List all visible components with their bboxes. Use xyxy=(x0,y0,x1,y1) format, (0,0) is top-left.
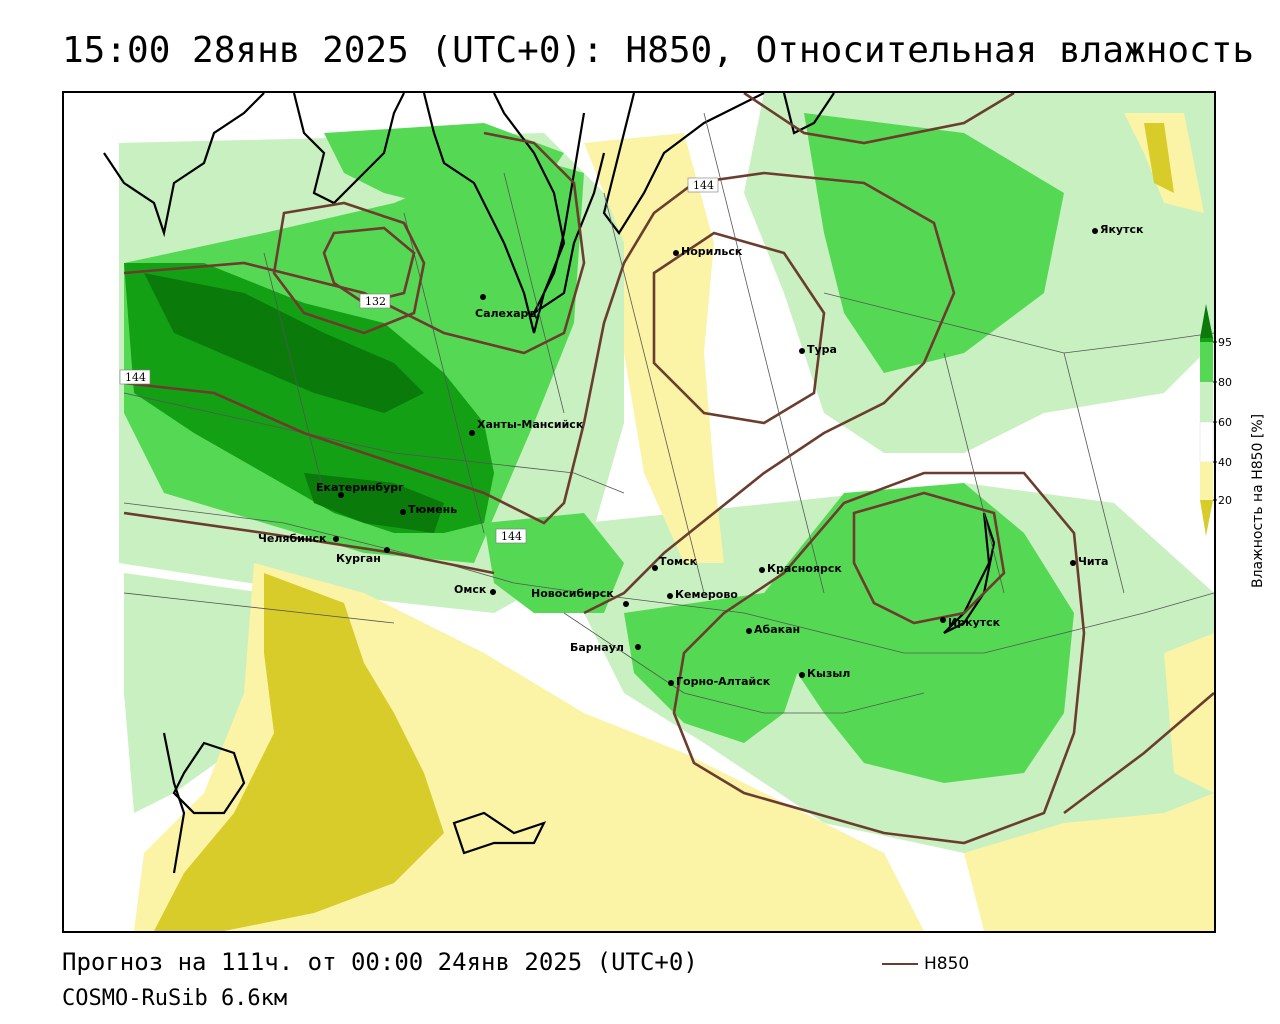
city-label: Томск xyxy=(659,555,698,568)
weather-map: 144 132 144 144 Салехард Норильск Якутск… xyxy=(62,91,1216,933)
legend-arrow-bottom xyxy=(1200,500,1213,536)
legend-tick: 60 xyxy=(1218,416,1232,429)
city-marker xyxy=(333,536,339,542)
legend-swatch-neutral xyxy=(1199,421,1214,463)
isoline-label: 144 xyxy=(693,179,714,192)
legend-swatch-wet xyxy=(1200,342,1213,382)
city-marker xyxy=(490,589,496,595)
city-label: Барнаул xyxy=(570,641,624,654)
legend-arrow-top xyxy=(1200,304,1213,338)
city-label: Чита xyxy=(1078,555,1108,568)
humidity-zone-wet-east xyxy=(804,113,1064,373)
humidity-zone-wet-southeast xyxy=(764,483,1074,783)
city-marker xyxy=(799,672,805,678)
humidity-map-canvas: 144 132 144 144 Салехард Норильск Якутск… xyxy=(64,93,1214,931)
city-marker xyxy=(746,628,752,634)
city-marker xyxy=(1070,560,1076,566)
city-marker xyxy=(668,680,674,686)
legend-title: Влажность на H850 [%] xyxy=(1250,413,1266,588)
city-label: Екатеринбург xyxy=(316,481,404,494)
city-label: Тура xyxy=(807,343,837,356)
isoline-label: 132 xyxy=(365,295,386,308)
humidity-zone-very-dry xyxy=(154,573,444,931)
legend-tick: 95 xyxy=(1218,336,1232,349)
contour-legend-label: H850 xyxy=(924,954,970,974)
legend-colorbar: 95 80 60 40 20 xyxy=(1199,304,1232,536)
city-label: Ханты-Мансийск xyxy=(477,418,584,431)
city-label: Новосибирск xyxy=(531,587,614,600)
city-label: Челябинск xyxy=(258,532,327,545)
forecast-info: Прогноз на 111ч. от 00:00 24янв 2025 (UT… xyxy=(62,948,698,976)
city-marker xyxy=(759,567,765,573)
city-label: Иркутск xyxy=(948,616,1001,629)
city-marker xyxy=(623,601,629,607)
legend-tick: 20 xyxy=(1218,494,1232,507)
city-label: Тюмень xyxy=(408,503,457,516)
city-label: Кызыл xyxy=(807,667,850,680)
city-marker xyxy=(635,644,641,650)
city-label: Салехард xyxy=(475,307,537,320)
city-marker xyxy=(480,294,486,300)
contour-legend: H850 xyxy=(882,954,969,974)
city-label: Якутск xyxy=(1100,223,1144,236)
city-marker xyxy=(469,430,475,436)
city-label: Горно-Алтайск xyxy=(676,675,771,688)
legend-tick: 80 xyxy=(1218,376,1232,389)
city-label: Абакан xyxy=(754,623,800,636)
legend-tick: 40 xyxy=(1218,456,1232,469)
legend-swatch-saturated xyxy=(1200,338,1213,342)
city-label: Норильск xyxy=(681,245,743,258)
city-marker xyxy=(338,492,344,498)
admin-borders xyxy=(123,112,1214,714)
h850-contours xyxy=(123,93,1214,845)
isoline-label: 144 xyxy=(501,530,522,543)
isoline-label: 144 xyxy=(125,371,146,384)
model-name: COSMO-RuSib 6.6км xyxy=(62,986,288,1011)
city-marker xyxy=(652,565,658,571)
city-marker xyxy=(384,547,390,553)
cities: Салехард Норильск Якутск Тура Ханты-Манс… xyxy=(258,223,1144,688)
contour-line-swatch xyxy=(882,963,918,965)
city-marker xyxy=(400,509,406,515)
city-label: Курган xyxy=(336,552,381,565)
city-marker xyxy=(940,617,946,623)
map-title: 15:00 28янв 2025 (UTC+0): H850, Относите… xyxy=(62,30,1255,71)
humidity-zone-wet-north xyxy=(324,123,564,213)
legend-swatch-moist xyxy=(1200,382,1213,422)
city-label: Красноярск xyxy=(767,562,842,575)
legend-swatch-dry xyxy=(1200,462,1213,500)
city-marker xyxy=(667,593,673,599)
city-marker xyxy=(799,348,805,354)
city-marker xyxy=(1092,228,1098,234)
city-label: Омск xyxy=(454,583,487,596)
isoline-labels: 144 132 144 144 xyxy=(119,177,719,544)
coastlines xyxy=(103,93,996,874)
city-marker xyxy=(673,250,679,256)
humidity-legend: 95 80 60 40 20 xyxy=(1198,300,1280,600)
city-label: Кемерово xyxy=(675,588,738,601)
